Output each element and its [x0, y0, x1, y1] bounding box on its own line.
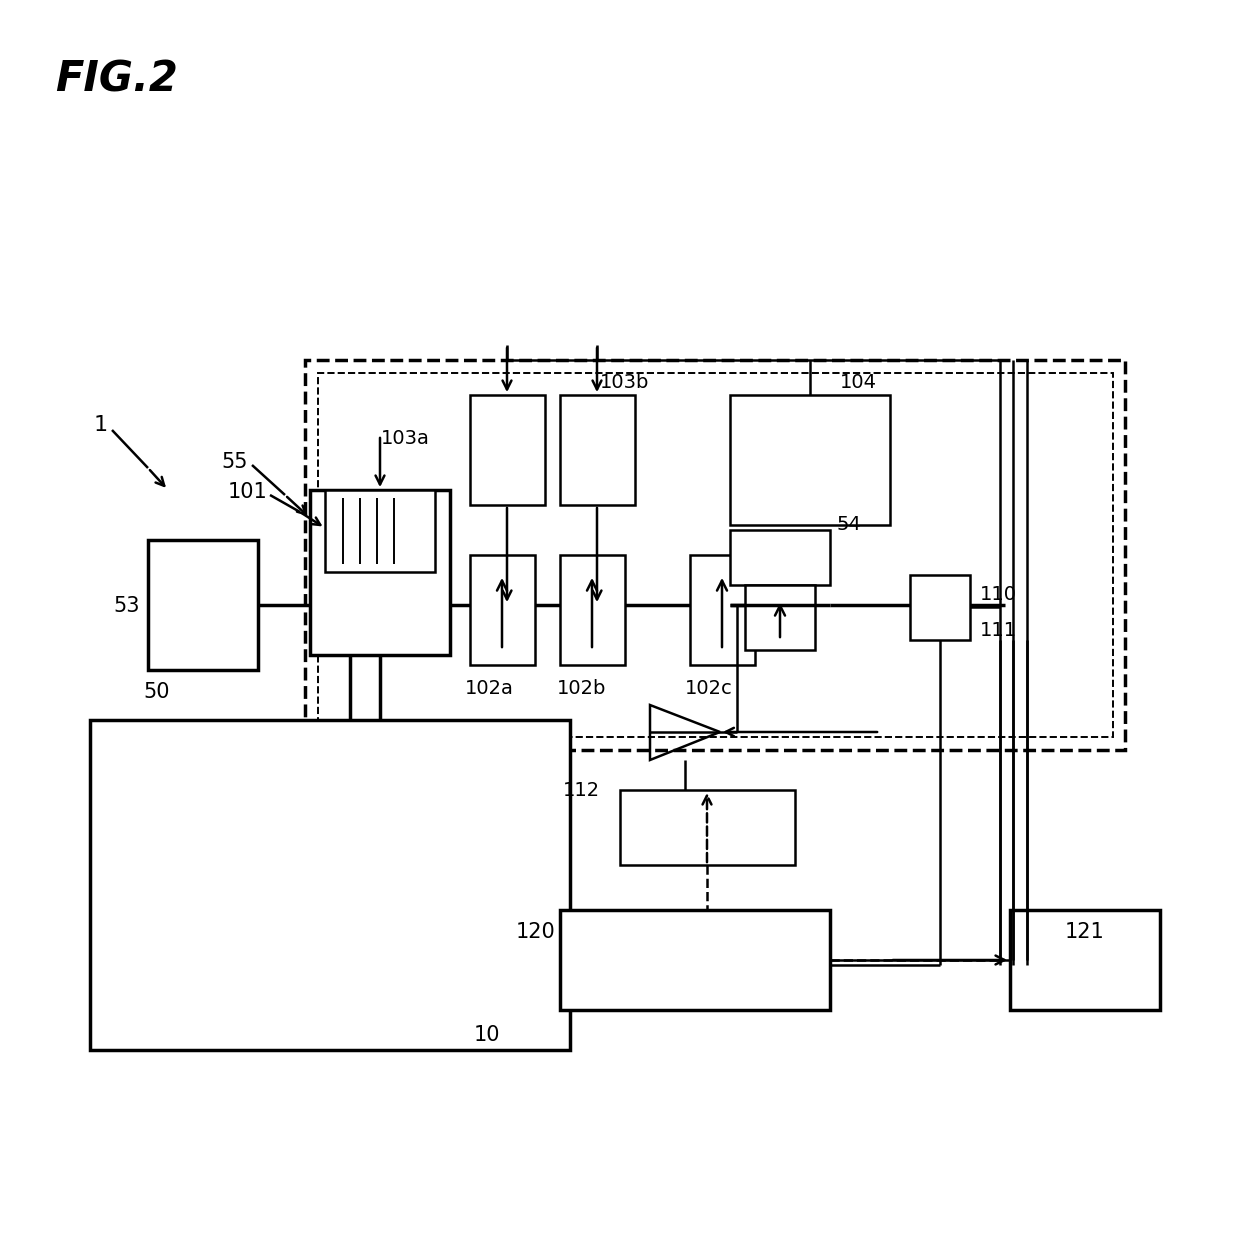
Text: 102b: 102b	[557, 678, 606, 698]
Text: 10: 10	[474, 1025, 500, 1045]
Bar	[560, 395, 635, 505]
Bar	[689, 555, 755, 664]
Bar	[305, 360, 1125, 750]
Text: 111: 111	[980, 621, 1017, 640]
Text: 110: 110	[980, 585, 1017, 605]
Bar	[910, 575, 970, 640]
Bar	[470, 555, 534, 664]
Bar	[560, 910, 830, 1010]
Bar	[730, 530, 830, 585]
Text: 103a: 103a	[381, 428, 430, 447]
Bar	[620, 790, 795, 864]
Text: 50: 50	[144, 682, 170, 702]
Text: 120: 120	[516, 922, 556, 941]
Bar	[310, 491, 450, 655]
Text: FIG.2: FIG.2	[55, 60, 177, 101]
Bar	[1011, 910, 1159, 1010]
Bar	[91, 720, 570, 1049]
Bar	[148, 540, 258, 669]
Text: 55: 55	[222, 452, 248, 472]
Text: 104: 104	[839, 373, 877, 391]
Text: 112: 112	[563, 780, 600, 800]
Text: 54: 54	[836, 514, 861, 534]
Text: 53: 53	[114, 596, 140, 616]
Bar	[745, 585, 815, 650]
Text: 103b: 103b	[600, 373, 650, 391]
Bar	[317, 373, 1114, 737]
Bar	[560, 555, 625, 664]
Text: 101: 101	[227, 482, 267, 502]
Text: 121: 121	[1065, 922, 1105, 941]
Text: 102a: 102a	[465, 678, 513, 698]
Bar	[730, 395, 890, 525]
Text: 102c: 102c	[684, 678, 733, 698]
Bar	[470, 395, 546, 505]
Text: 1: 1	[94, 415, 108, 435]
Bar	[325, 491, 435, 573]
